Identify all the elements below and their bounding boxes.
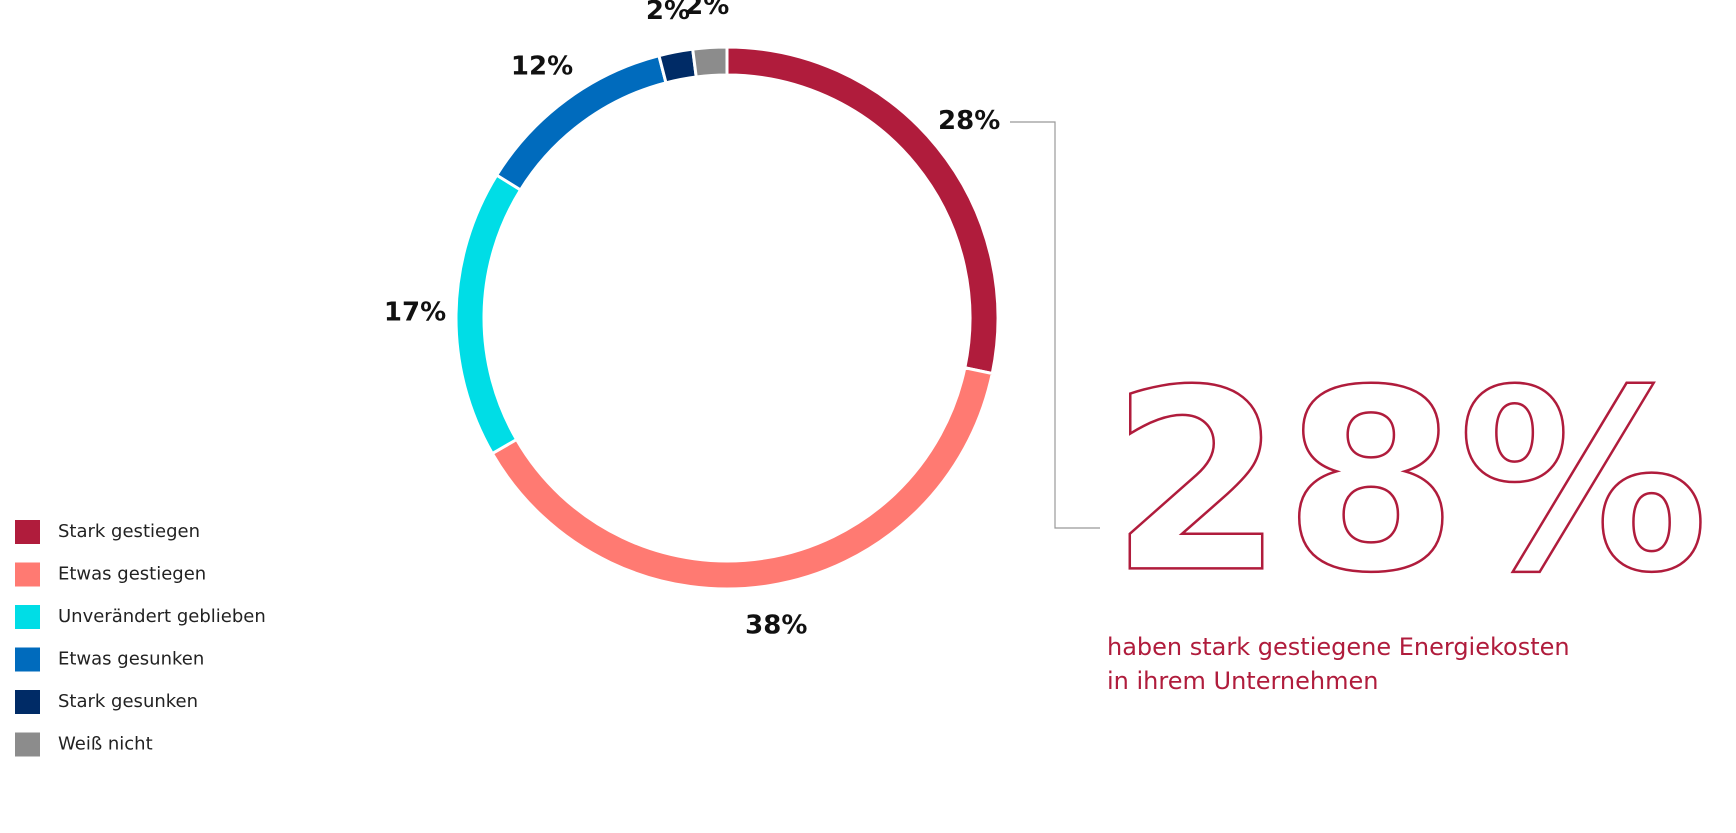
legend-label: Weiß nicht (58, 734, 153, 755)
slice (490, 365, 995, 591)
legend-swatch (15, 605, 40, 629)
legend-label: Stark gestiegen (58, 521, 200, 542)
value-label: 2% (646, 0, 690, 26)
value-label: 28% (938, 106, 1000, 136)
legend-label: Unverändert geblieben (58, 606, 266, 627)
value-label: 2% (685, 0, 729, 21)
legend-swatch (15, 562, 40, 587)
legend-swatch (15, 732, 40, 757)
legend-label: Stark gesunken (58, 691, 198, 712)
legend-swatch (15, 647, 40, 672)
value-label: 17% (384, 298, 446, 328)
legend-swatch (15, 690, 40, 714)
legend-label: Etwas gesunken (58, 649, 204, 670)
slice (454, 173, 523, 456)
callout-value: 28% (1110, 336, 1708, 627)
value-label: 12% (511, 51, 573, 81)
slice (657, 47, 698, 85)
legend-label: Etwas gestiegen (58, 564, 206, 585)
callout-leader (1010, 121, 1100, 529)
slice (725, 45, 1000, 376)
value-label: 38% (745, 611, 807, 641)
callout-text: haben stark gestiegene Energiekosten (1107, 633, 1570, 661)
slice (691, 45, 729, 79)
legend-swatch (15, 520, 40, 544)
callout-text: in ihrem Unternehmen (1107, 667, 1378, 695)
